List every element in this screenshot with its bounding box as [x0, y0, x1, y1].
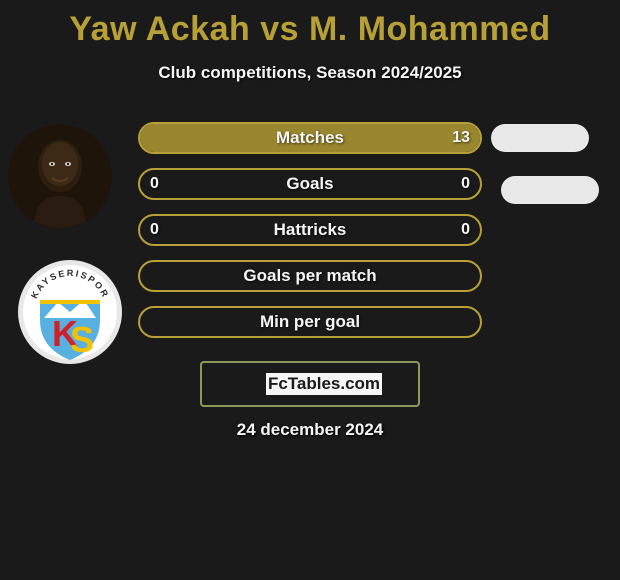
stat-row: Min per goal [138, 306, 482, 338]
stat-label: Min per goal [260, 312, 360, 332]
stat-row: 0 Hattricks 0 [138, 214, 482, 246]
stat-label: Hattricks [274, 220, 347, 240]
stat-label: Goals [286, 174, 333, 194]
chart-icon [238, 373, 260, 395]
page-title: Yaw Ackah vs M. Mohammed [0, 0, 620, 49]
side-pill-1 [491, 124, 589, 152]
footer-brand: FcTables.com [266, 373, 382, 395]
club-logo-s: S [70, 319, 94, 360]
subtitle: Club competitions, Season 2024/2025 [0, 63, 620, 83]
stat-rows: Matches 13 0 Goals 0 0 Hattricks 0 Goals per mat… [138, 122, 482, 352]
stat-left-value: 0 [150, 221, 159, 239]
club-logo: KAYSERISPOR K S [18, 260, 122, 364]
stat-right-value: 0 [461, 175, 470, 193]
stat-label: Goals per match [243, 266, 376, 286]
stat-row: Goals per match [138, 260, 482, 292]
stat-right-value: 13 [452, 129, 470, 147]
stat-label: Matches [276, 128, 344, 148]
stat-right-value: 0 [461, 221, 470, 239]
footer-badge: FcTables.com [200, 361, 420, 407]
date: 24 december 2024 [0, 420, 620, 440]
side-pill-2 [501, 176, 599, 204]
stat-left-value: 0 [150, 175, 159, 193]
player-photo [8, 124, 112, 228]
stat-row: 0 Goals 0 [138, 168, 482, 200]
stat-row: Matches 13 [138, 122, 482, 154]
